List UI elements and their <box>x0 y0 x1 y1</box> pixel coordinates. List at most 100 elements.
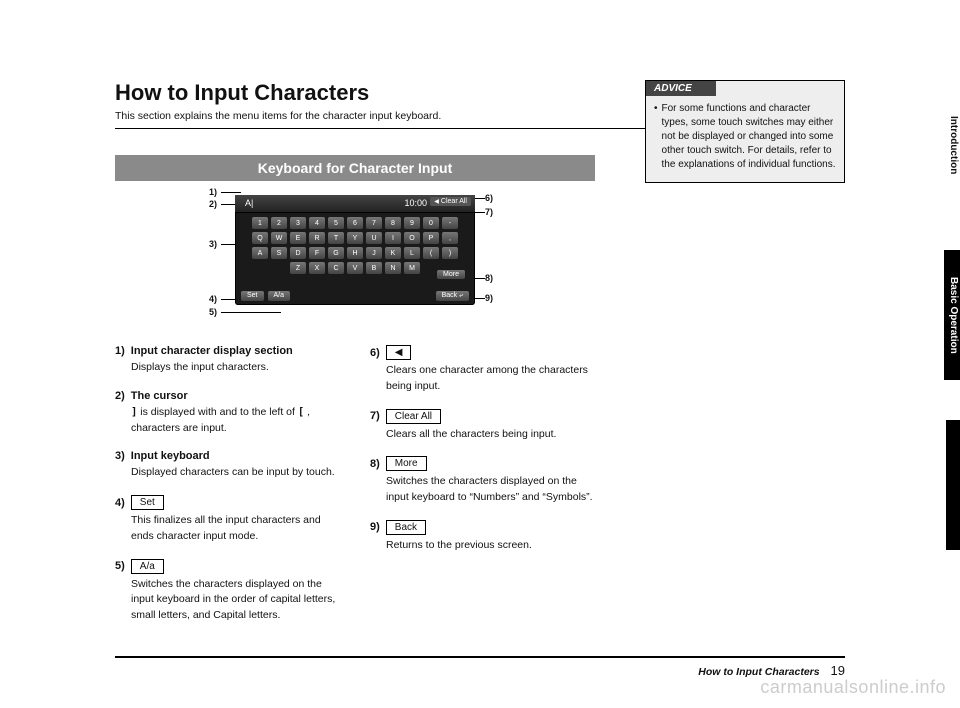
list-item: 1) Input character display section Displ… <box>115 345 340 376</box>
item-number: 1) <box>115 345 125 357</box>
keyboard-key[interactable]: W <box>271 232 287 244</box>
aa-button-label: A/a <box>131 559 164 574</box>
callout-3: 3) <box>209 239 217 249</box>
item-number: 8) <box>370 458 380 470</box>
keyboard-key[interactable]: X <box>309 262 325 274</box>
keyboard-key[interactable]: D <box>290 247 306 259</box>
item-desc: Switches the characters displayed on the… <box>131 577 340 624</box>
item-number: 4) <box>115 497 125 509</box>
keyboard-key[interactable]: C <box>328 262 344 274</box>
set-button-label: Set <box>131 495 164 510</box>
keyboard-key[interactable]: 6 <box>347 217 363 229</box>
left-column: 1) Input character display section Displ… <box>115 345 340 638</box>
keyboard-key[interactable]: Z <box>290 262 306 274</box>
side-tabs: Introduction Basic Operation <box>940 80 960 600</box>
keyboard-key[interactable]: 9 <box>404 217 420 229</box>
item-title: Input character display section <box>131 345 293 357</box>
watermark: carmanualsonline.info <box>760 677 946 698</box>
clock-label: 10:00 <box>404 198 427 208</box>
keyboard-key[interactable]: ) <box>442 247 458 259</box>
keyboard-key[interactable]: I <box>385 232 401 244</box>
keyboard-key[interactable]: T <box>328 232 344 244</box>
keyboard-key[interactable]: , <box>442 232 458 244</box>
callout-6: 6) <box>485 193 493 203</box>
keyboard-key[interactable]: R <box>309 232 325 244</box>
list-item: 5) A/a Switches the characters displayed… <box>115 559 340 624</box>
clear-all-key[interactable]: Clear All <box>430 197 471 206</box>
tab-blank <box>946 420 960 550</box>
advice-header: ADVICE <box>646 81 716 96</box>
keyboard-key[interactable]: 0 <box>423 217 439 229</box>
set-key[interactable]: Set <box>241 291 264 301</box>
keyboard-key[interactable]: G <box>328 247 344 259</box>
more-key[interactable]: More <box>437 270 465 279</box>
keyboard-key[interactable]: 3 <box>290 217 306 229</box>
aa-key[interactable]: A/a <box>268 291 291 301</box>
list-item: 3) Input keyboard Displayed characters c… <box>115 450 340 481</box>
item-title: Input keyboard <box>131 450 210 462</box>
keyboard-key[interactable]: P <box>423 232 439 244</box>
item-desc: Displays the input characters. <box>131 360 340 376</box>
list-item: 4) Set This finalizes all the input char… <box>115 495 340 545</box>
keyboard-key[interactable]: N <box>385 262 401 274</box>
back-button-label: Back <box>386 520 426 535</box>
backspace-icon: ◀ <box>386 345 412 360</box>
keyboard-key[interactable]: J <box>366 247 382 259</box>
item-number: 6) <box>370 347 380 359</box>
keyboard-key[interactable]: K <box>385 247 401 259</box>
keyboard-key[interactable]: 7 <box>366 217 382 229</box>
keyboard-key[interactable]: 4 <box>309 217 325 229</box>
input-cursor-icon: A| <box>245 198 253 208</box>
item-desc: Clears one character among the character… <box>386 363 595 395</box>
bullet-icon: • <box>654 102 658 172</box>
keyboard-key[interactable]: S <box>271 247 287 259</box>
item-number: 7) <box>370 410 380 422</box>
advice-text: For some functions and character types, … <box>662 102 836 172</box>
footer-rule <box>115 656 845 658</box>
advice-box: ADVICE •For some functions and character… <box>645 80 845 183</box>
item-desc: Clears all the characters being input. <box>386 427 595 443</box>
item-desc: Returns to the previous screen. <box>386 538 595 554</box>
callout-8: 8) <box>485 273 493 283</box>
keyboard-figure: 1) 2) 3) 4) 5) 6) 7) 8) 9) A| 10:00 <box>115 187 595 327</box>
list-item: 2) The cursor ] is displayed with and to… <box>115 390 340 437</box>
keyboard-key[interactable]: - <box>442 217 458 229</box>
callout-2: 2) <box>209 199 217 209</box>
keyboard-key[interactable]: E <box>290 232 306 244</box>
keyboard-screen: A| 10:00 Clear All 1234567890- QWERTYUIO… <box>235 195 475 305</box>
keyboard-key[interactable]: Q <box>252 232 268 244</box>
keyboard-key[interactable]: ( <box>423 247 439 259</box>
item-title: The cursor <box>131 390 188 402</box>
keyboard-key[interactable]: U <box>366 232 382 244</box>
keyboard-key[interactable]: A <box>252 247 268 259</box>
keyboard-key[interactable]: 1 <box>252 217 268 229</box>
keyboard-key[interactable]: O <box>404 232 420 244</box>
list-item: 8) More Switches the characters displaye… <box>370 456 595 506</box>
keyboard-key[interactable]: Y <box>347 232 363 244</box>
keyboard-key[interactable]: B <box>366 262 382 274</box>
item-number: 2) <box>115 390 125 402</box>
item-number: 3) <box>115 450 125 462</box>
keyboard-key[interactable]: F <box>309 247 325 259</box>
callout-9: 9) <box>485 293 493 303</box>
item-number: 9) <box>370 521 380 533</box>
tab-introduction: Introduction <box>944 90 960 200</box>
keyboard-key[interactable]: H <box>347 247 363 259</box>
keyboard-key[interactable]: 8 <box>385 217 401 229</box>
item-desc: This finalizes all the input characters … <box>131 513 340 545</box>
callout-5: 5) <box>209 307 217 317</box>
item-desc: Switches the characters displayed on the… <box>386 474 595 506</box>
callout-7: 7) <box>485 207 493 217</box>
section-banner: Keyboard for Character Input <box>115 155 595 181</box>
keyboard-key[interactable]: L <box>404 247 420 259</box>
keyboard-key[interactable]: M <box>404 262 420 274</box>
keyboard-key[interactable]: V <box>347 262 363 274</box>
footer: How to Input Characters 19 <box>698 663 845 678</box>
callout-4: 4) <box>209 294 217 304</box>
back-key[interactable]: Back ⤶ <box>436 291 469 301</box>
keyboard-key[interactable]: 5 <box>328 217 344 229</box>
item-number: 5) <box>115 560 125 572</box>
keyboard-key[interactable]: 2 <box>271 217 287 229</box>
list-item: 6) ◀ Clears one character among the char… <box>370 345 595 395</box>
more-button-label: More <box>386 456 427 471</box>
